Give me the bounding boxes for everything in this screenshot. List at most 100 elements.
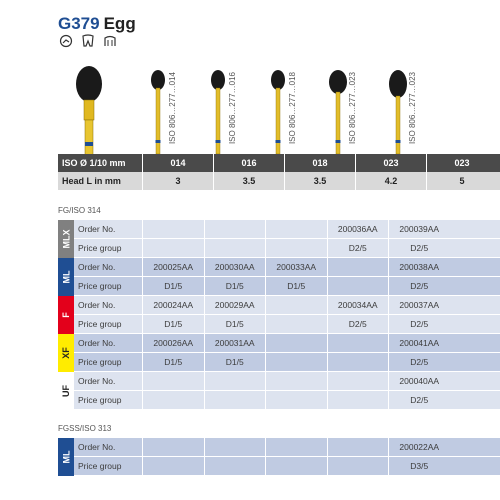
iso-diameter-row: ISO Ø 1/10 mm 014 016 018 023 023 (58, 154, 500, 172)
price-group-cell (203, 457, 266, 475)
price-group-cell: D2/5 (326, 239, 389, 257)
order-number-cell: 200037AA (388, 296, 450, 314)
price-group-cell: D2/5 (388, 315, 450, 333)
price-group-cell: D2/5 (388, 277, 450, 295)
bur-column: ISO 806…277…023 (382, 66, 440, 156)
order-number-cell: 200034AA (326, 296, 389, 314)
price-group-row: Price group D1/5 D1/5 D2/5 (74, 353, 500, 372)
price-group-cell (265, 391, 327, 409)
price-group-cell: D2/5 (326, 315, 389, 333)
price-group-cell: D1/5 (142, 277, 204, 295)
iso-code: ISO 806…277…018 (288, 72, 297, 145)
order-number-cell (265, 296, 327, 314)
price-group-cell: D1/5 (142, 353, 204, 371)
grit-tag: F (58, 296, 74, 334)
order-number-cell: 200040AA (388, 372, 450, 390)
variant-group: F Order No. 200024AA 200029AA 200034AA 200037… (58, 296, 500, 334)
variant-group: MLX Order No. 200036AA 200039AA Price group D… (58, 220, 500, 258)
order-number-row-label: Order No. (78, 442, 116, 452)
iso-code: ISO 806…277…016 (228, 72, 237, 145)
price-group-row: Price group D2/5 (74, 391, 500, 410)
order-number-cell (326, 372, 389, 390)
bur-illustration (389, 70, 407, 155)
bur-illustration (151, 70, 165, 155)
order-number-cell: 200022AA (388, 438, 450, 456)
order-number-cell: 200024AA (142, 296, 204, 314)
order-number-row: Order No. 200036AA 200039AA (74, 220, 500, 239)
molar-icon (80, 34, 96, 53)
head-length-label: Head L in mm (62, 176, 121, 186)
variant-group: ML Order No. 200022AA Price group D3/5 (58, 438, 500, 476)
price-group-row: Price group D1/5 D1/5 D2/5 D2/5 (74, 315, 500, 334)
grit-tag: ML (58, 258, 74, 296)
usage-icons (58, 34, 118, 53)
grit-tag: UF (58, 372, 74, 410)
price-group-row: Price group D1/5 D1/5 D1/5 D2/5 (74, 277, 500, 296)
bur-column: ISO 806…277…018 (262, 66, 320, 156)
price-group-cell: D1/5 (265, 277, 327, 295)
iso-code: ISO 806…277…023 (408, 72, 417, 145)
crown-icon (102, 34, 118, 53)
order-number-cell: 200038AA (388, 258, 450, 276)
variant-group: ML Order No. 200025AA 200030AA 200033AA 20003… (58, 258, 500, 296)
iso-diameter-value: 016 (213, 154, 284, 172)
order-number-row-label: Order No. (78, 338, 116, 348)
price-group-cell: D2/5 (388, 353, 450, 371)
price-group-cell (326, 391, 389, 409)
order-number-cell: 200030AA (203, 258, 266, 276)
price-group-cell (203, 239, 266, 257)
bur-large-illustration (76, 66, 102, 158)
grit-tag-label: MLX (61, 229, 71, 249)
order-number-cell (326, 334, 389, 352)
price-group-cell: D2/5 (388, 391, 450, 409)
grit-tag-label: XF (60, 347, 71, 359)
order-number-row: Order No. 200026AA 200031AA 200041AA (74, 334, 500, 353)
price-group-cell (326, 353, 389, 371)
price-group-cell (326, 277, 389, 295)
order-number-cell (203, 220, 266, 238)
section-label-fg: FG/ISO 314 (58, 206, 101, 215)
price-group-row-label: Price group (78, 319, 122, 329)
order-number-cell: 200029AA (203, 296, 266, 314)
product-shape: Egg (103, 14, 136, 33)
order-number-row-label: Order No. (78, 376, 116, 386)
price-group-cell (326, 457, 389, 475)
grit-tag-label: UF (61, 385, 71, 397)
order-number-cell (265, 220, 327, 238)
speed-icon (58, 34, 74, 53)
head-length-value: 3.5 (213, 172, 284, 190)
order-number-cell (326, 258, 389, 276)
bur-column: ISO 806…277…023 (322, 66, 380, 156)
price-group-cell (265, 239, 327, 257)
price-group-cell: D3/5 (388, 457, 450, 475)
grit-tag: MLX (58, 220, 74, 258)
order-number-cell: 200033AA (265, 258, 327, 276)
bur-illustration (329, 70, 347, 155)
order-number-row-label: Order No. (78, 224, 116, 234)
head-length-value: 5 (426, 172, 497, 190)
price-group-cell (265, 457, 327, 475)
price-group-cell (265, 315, 327, 333)
order-number-cell (142, 438, 204, 456)
order-number-cell (326, 438, 389, 456)
price-group-cell (203, 391, 266, 409)
price-group-row-label: Price group (78, 357, 122, 367)
price-group-row-label: Price group (78, 461, 122, 471)
price-group-row: Price group D3/5 (74, 457, 500, 476)
order-number-row: Order No. 200025AA 200030AA 200033AA 200038A… (74, 258, 500, 277)
order-number-cell: 200036AA (326, 220, 389, 238)
iso-diameter-value: 023 (426, 154, 497, 172)
price-group-cell: D1/5 (203, 353, 266, 371)
price-group-row-label: Price group (78, 395, 122, 405)
variant-group: XF Order No. 200026AA 200031AA 200041AA Price… (58, 334, 500, 372)
order-number-cell: 200026AA (142, 334, 204, 352)
order-number-cell (203, 438, 266, 456)
grit-tag: ML (58, 438, 74, 476)
order-number-cell (265, 334, 327, 352)
grit-tag: XF (58, 334, 74, 372)
price-group-row: Price group D2/5 D2/5 (74, 239, 500, 258)
order-number-cell (142, 372, 204, 390)
order-number-row-label: Order No. (78, 262, 116, 272)
bur-column: ISO 806…277…014 (142, 66, 200, 156)
iso-diameter-label: ISO Ø 1/10 mm (62, 158, 126, 168)
